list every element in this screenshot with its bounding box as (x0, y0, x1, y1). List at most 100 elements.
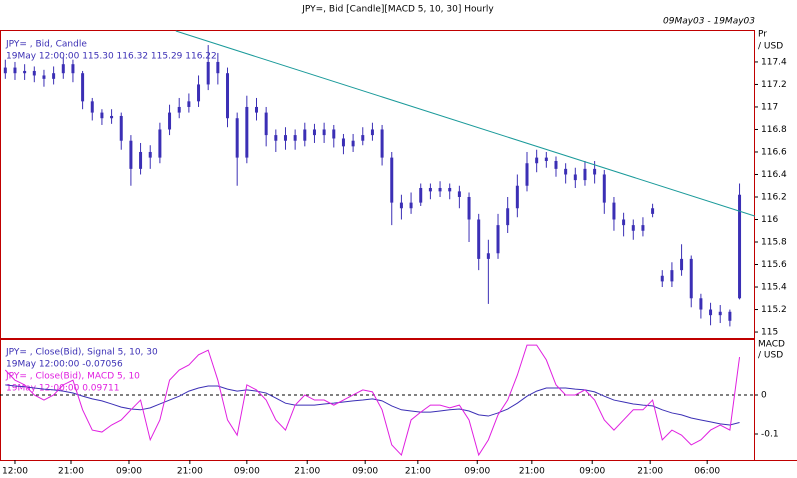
candle-body (139, 151, 143, 169)
x-tick-label: 21:00 (177, 467, 203, 477)
candle-body (303, 129, 307, 141)
y-tick-label: 115.6 (761, 260, 787, 270)
candle-body (3, 67, 7, 74)
candle-body (23, 70, 27, 74)
candle-body (168, 112, 172, 130)
y-tick-label: -0.1 (761, 429, 779, 439)
candle-body (361, 135, 365, 141)
readout: 19May 12:00:00 115.30 116.32 115.29 116.… (6, 52, 217, 62)
y-tick-label: 115.8 (761, 238, 787, 248)
candle-body (158, 129, 162, 158)
y-tick-label: 0 (761, 390, 767, 400)
x-tick-label: 21:00 (405, 467, 431, 477)
y-axis-label: / USD (758, 351, 783, 361)
y-tick-label: 116.8 (761, 125, 787, 135)
candle-body (332, 129, 336, 139)
y-tick-label: 116.6 (761, 147, 787, 157)
candle-body (380, 129, 384, 158)
candle-body (148, 151, 152, 158)
y-tick-label: 117.2 (761, 80, 787, 90)
candle-body (525, 163, 529, 186)
candle-body (564, 168, 568, 175)
candle-body (235, 118, 239, 158)
candle-body (216, 61, 220, 74)
candle-body (71, 64, 75, 74)
candle-body (226, 73, 230, 119)
readout: 19May 12:00:00 -0.07056 (6, 360, 123, 370)
y-axis-label: Pr (758, 30, 767, 40)
y-tick-label: 115.2 (761, 305, 787, 315)
y-tick-label: 116 (761, 215, 778, 225)
candle-body (573, 174, 577, 181)
candle-body (399, 202, 403, 209)
price-frame (0, 30, 755, 339)
candle-body (535, 157, 539, 164)
series-line (5, 384, 740, 426)
candle-body (554, 160, 558, 169)
candle-body (254, 106, 258, 113)
candle-body (467, 196, 471, 220)
candle-body (544, 157, 548, 161)
candle-body (612, 202, 616, 220)
candle-body (61, 64, 65, 74)
candle-body (689, 258, 693, 299)
candle-body (312, 129, 316, 136)
y-tick-label: 116.4 (761, 170, 787, 180)
candle-body (409, 202, 413, 209)
legend: JPY= , Close(Bid), MACD 5, 10 (5, 372, 140, 382)
y-axis-label: / USD (758, 42, 783, 52)
candle-body (515, 185, 519, 209)
candle-body (670, 270, 674, 282)
candle-body (206, 61, 210, 85)
x-tick-label: 21:00 (58, 467, 84, 477)
candle-body (100, 112, 104, 119)
candle-body (583, 168, 587, 181)
candle-body (438, 187, 442, 192)
candle-body (738, 194, 742, 299)
x-tick-label: 09:00 (116, 467, 142, 477)
candle-body (699, 298, 703, 310)
x-tick-label: 12:00 (2, 467, 28, 477)
candle-body (622, 219, 626, 226)
x-tick-label: 09:00 (352, 467, 378, 477)
candle-body (370, 129, 374, 136)
x-tick-label: 21:00 (519, 467, 545, 477)
candle-body (264, 112, 268, 136)
x-tick-label: 21:00 (637, 467, 663, 477)
chart-title: JPY=, Bid [Candle][MACD 5, 10, 30] Hourl… (301, 5, 494, 15)
candle-body (245, 106, 249, 158)
x-tick-label: 09:00 (579, 467, 605, 477)
candle-body (90, 101, 94, 113)
candle-body (42, 75, 46, 79)
candle-body (641, 225, 645, 231)
candle-body (32, 70, 36, 76)
candle-body (81, 73, 85, 102)
candle-body (651, 208, 655, 214)
candle-body (602, 174, 606, 203)
y-tick-label: 117.4 (761, 57, 787, 67)
candle-body (457, 191, 461, 197)
candle-body (322, 129, 326, 136)
series-line (4, 344, 741, 457)
x-tick-label: 09:00 (234, 467, 260, 477)
candle-body (477, 219, 481, 259)
y-tick-label: 115 (761, 328, 778, 338)
candle-body (709, 309, 713, 316)
candle-body (52, 73, 56, 79)
candle-body (593, 168, 597, 175)
candle-body (274, 135, 278, 141)
y-axis-label: MACD (758, 340, 785, 350)
candle-body (177, 106, 181, 113)
x-tick-label: 06:00 (694, 467, 720, 477)
legend: JPY= , Close(Bid), Signal 5, 10, 30 (5, 348, 158, 358)
x-tick-label: 21:00 (294, 467, 320, 477)
candle-body (448, 187, 452, 192)
candle-body (428, 187, 432, 192)
candle-body (631, 225, 635, 231)
candle-body (283, 135, 287, 141)
candle-body (110, 115, 114, 119)
candle-body (129, 140, 133, 169)
candle-body (419, 187, 423, 203)
candle-body (486, 253, 490, 259)
candle-body (197, 84, 201, 102)
